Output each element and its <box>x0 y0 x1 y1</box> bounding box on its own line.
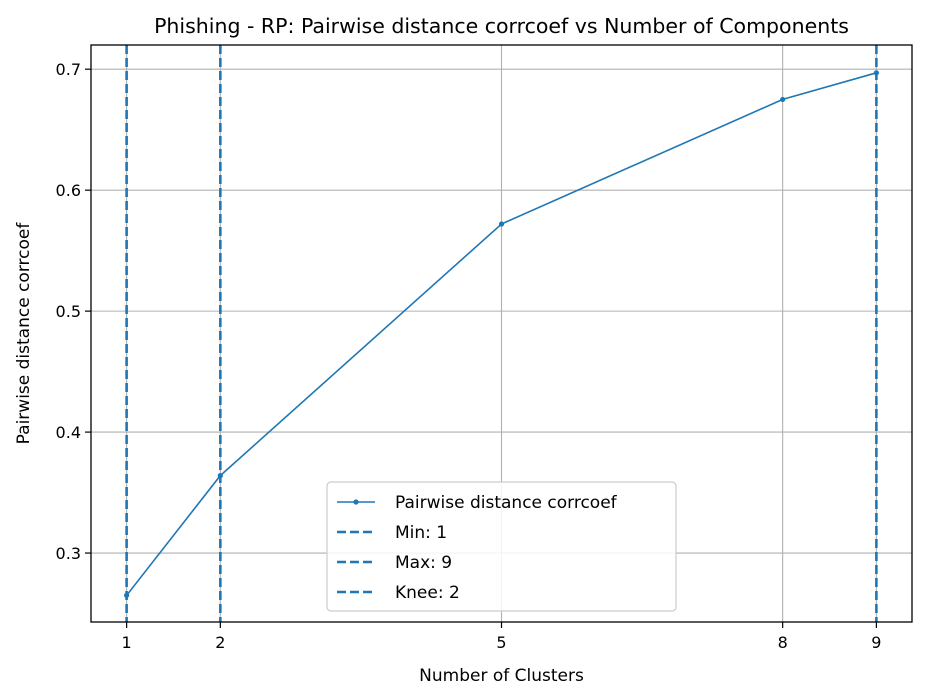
x-tick-label: 5 <box>496 633 506 652</box>
y-tick-label: 0.4 <box>56 423 81 442</box>
data-point <box>873 70 879 76</box>
legend-item: Knee: 2 <box>337 583 460 603</box>
y-axis-ticks: 0.3 0.4 0.5 0.6 0.7 <box>56 60 91 563</box>
legend-label: Knee: 2 <box>395 583 460 603</box>
chart-title: Phishing - RP: Pairwise distance corrcoe… <box>154 14 849 38</box>
legend-item: Max: 9 <box>337 553 452 573</box>
legend-label: Max: 9 <box>395 553 452 573</box>
legend: Pairwise distance corrcoef Min: 1 Max: 9 Kn… <box>326 481 677 612</box>
data-point <box>124 592 130 598</box>
legend-swatch-marker <box>353 499 359 505</box>
legend-item: Pairwise distance corrcoef <box>337 493 618 513</box>
y-axis-label: Pairwise distance corrcoef <box>14 222 34 445</box>
legend-box <box>326 481 677 612</box>
data-point <box>217 473 223 479</box>
x-tick-label: 1 <box>122 633 132 652</box>
legend-label: Pairwise distance corrcoef <box>395 493 618 513</box>
x-axis-ticks: 1 2 5 8 9 <box>122 622 881 652</box>
x-axis-label: Number of Clusters <box>419 666 584 686</box>
y-tick-label: 0.5 <box>56 302 81 321</box>
x-tick-label: 8 <box>778 633 788 652</box>
x-tick-label: 2 <box>215 633 225 652</box>
y-tick-label: 0.3 <box>56 544 81 563</box>
legend-label: Min: 1 <box>395 523 447 543</box>
y-tick-label: 0.6 <box>56 181 81 200</box>
series-layer <box>124 70 879 598</box>
data-point <box>498 221 505 227</box>
x-tick-label: 9 <box>871 633 881 652</box>
data-point <box>780 96 786 103</box>
y-tick-label: 0.7 <box>56 60 81 79</box>
legend-item: Min: 1 <box>337 523 447 543</box>
reference-lines <box>125 45 878 622</box>
